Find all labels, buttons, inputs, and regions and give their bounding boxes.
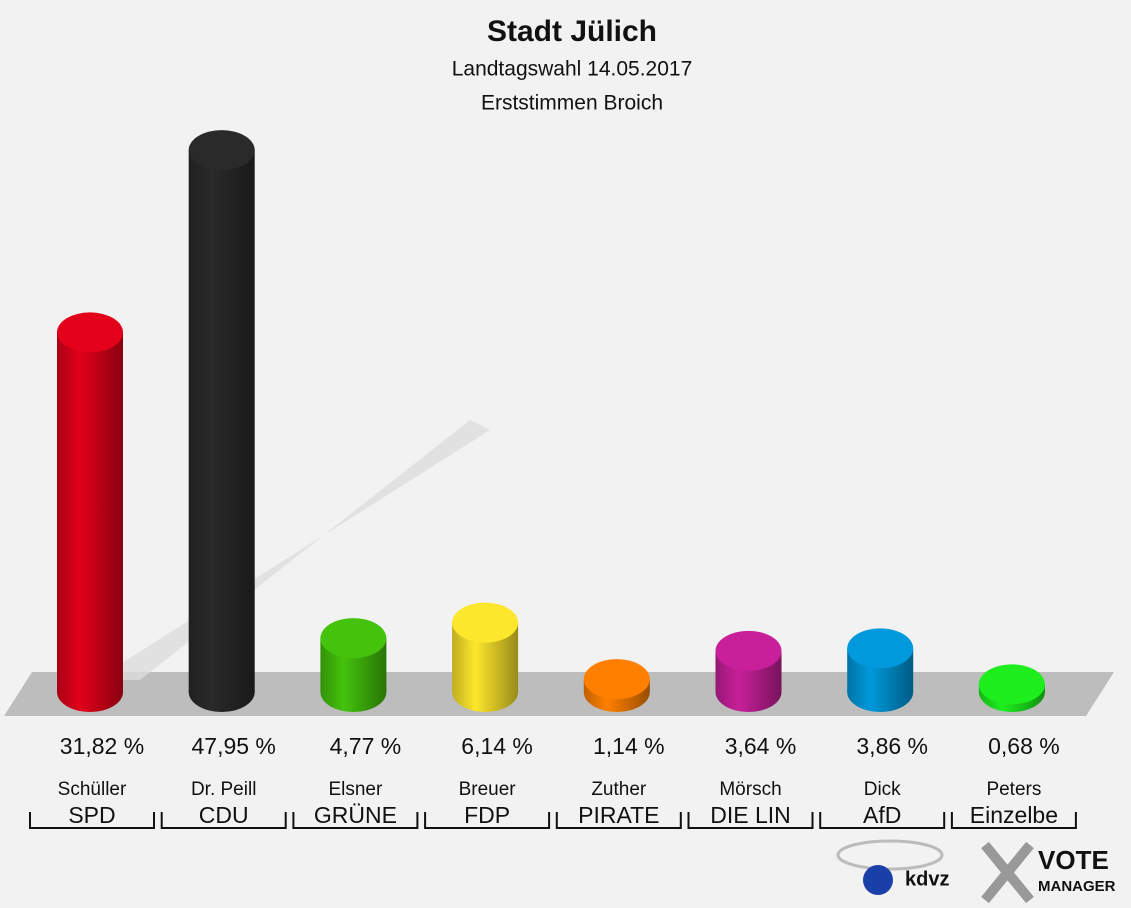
value-label: 31,82 % — [60, 733, 144, 759]
shadow — [95, 420, 490, 680]
party-label: CDU — [199, 802, 249, 828]
candidate-label: Zuther — [591, 779, 647, 800]
party-label: PIRATE — [578, 802, 659, 828]
value-label: 0,68 % — [988, 733, 1060, 759]
party-label: GRÜNE — [314, 802, 397, 828]
floor — [4, 672, 1114, 716]
bar-top — [715, 630, 782, 671]
party-label: Einzelbe — [970, 802, 1058, 828]
value-label: 3,86 % — [856, 733, 928, 759]
party-bracket — [687, 812, 814, 829]
candidate-label: Dr. Peill — [191, 779, 256, 800]
logo-ball — [863, 865, 893, 895]
logo-text: VOTE — [1038, 845, 1109, 875]
value-label: 1,14 % — [593, 733, 665, 759]
party-label: DIE LIN — [710, 802, 791, 828]
value-label: 47,95 % — [191, 733, 275, 759]
candidate-label: Dick — [864, 779, 901, 800]
party-bracket — [160, 812, 287, 829]
candidate-label: Schüller — [58, 779, 127, 800]
logo-text: MANAGER — [1038, 878, 1116, 895]
candidate-label: Mörsch — [719, 779, 781, 800]
party-label: AfD — [863, 802, 901, 828]
candidate-label: Peters — [986, 779, 1041, 800]
candidate-label: Breuer — [459, 779, 517, 800]
bar-top — [583, 659, 650, 700]
bar-top — [188, 130, 255, 171]
bar-top — [57, 312, 123, 353]
party-bracket — [950, 812, 1077, 829]
bar-top — [452, 602, 519, 643]
bar-top — [978, 664, 1045, 705]
bar — [57, 332, 123, 692]
party-bracket — [29, 812, 155, 829]
party-label: SPD — [68, 802, 115, 828]
candidate-label: Elsner — [328, 779, 383, 800]
logo-swoosh — [836, 839, 944, 871]
bar-top — [320, 618, 387, 659]
party-bracket — [292, 812, 419, 829]
value-label: 6,14 % — [461, 733, 533, 759]
party-bracket — [555, 812, 682, 829]
bar-top — [847, 628, 914, 669]
logo-cross — [981, 841, 1034, 904]
chart-subtitle: Landtagswahl 14.05.2017 — [452, 58, 693, 81]
logo-text: kdvz — [905, 868, 949, 890]
chart-title: Stadt Jülich — [487, 15, 657, 48]
bar — [188, 150, 255, 693]
value-label: 3,64 % — [725, 733, 797, 759]
party-bracket — [819, 812, 946, 829]
party-bracket — [424, 812, 551, 829]
value-label: 4,77 % — [330, 733, 402, 759]
party-label: FDP — [464, 802, 510, 828]
chart-subtitle: Erststimmen Broich — [481, 92, 663, 115]
